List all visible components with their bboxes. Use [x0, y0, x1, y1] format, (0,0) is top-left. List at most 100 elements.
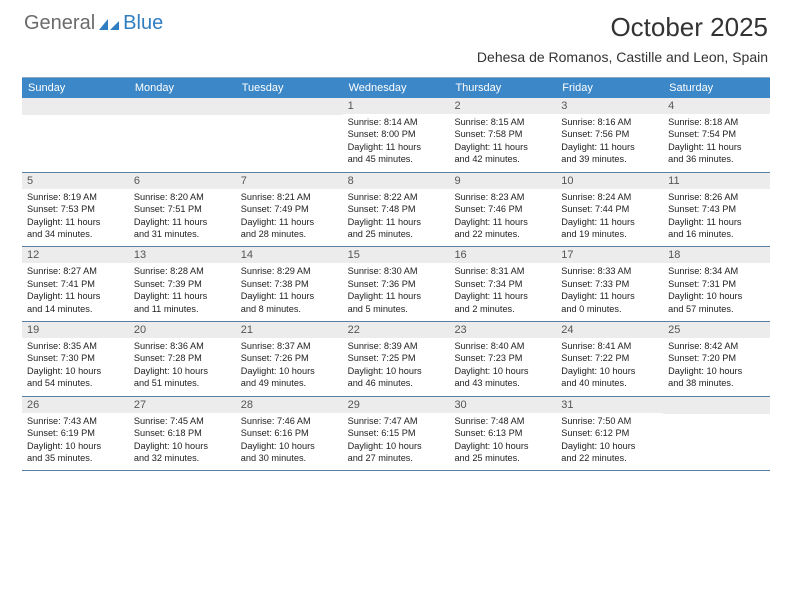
day-cell: 12Sunrise: 8:27 AMSunset: 7:41 PMDayligh…: [22, 247, 129, 321]
day-detail-line: and 16 minutes.: [668, 228, 765, 240]
day-cell: 19Sunrise: 8:35 AMSunset: 7:30 PMDayligh…: [22, 322, 129, 396]
day-detail-text: Sunrise: 8:21 AMSunset: 7:49 PMDaylight:…: [236, 191, 343, 241]
day-cell: 25Sunrise: 8:42 AMSunset: 7:20 PMDayligh…: [663, 322, 770, 396]
day-detail-line: and 32 minutes.: [134, 452, 231, 464]
day-detail-line: Sunrise: 8:39 AM: [348, 340, 445, 352]
day-cell: [236, 98, 343, 172]
day-detail-line: Daylight: 11 hours: [134, 290, 231, 302]
day-cell: 22 Sunrise: 8:39 AMSunset: 7:25 PMDayligh…: [343, 322, 450, 396]
day-detail-line: and 34 minutes.: [27, 228, 124, 240]
day-detail-line: Sunrise: 8:40 AM: [454, 340, 551, 352]
day-number: 27: [129, 397, 236, 413]
day-detail-line: Sunset: 7:22 PM: [561, 352, 658, 364]
day-detail-line: Sunrise: 7:48 AM: [454, 415, 551, 427]
day-detail-line: Sunset: 7:53 PM: [27, 203, 124, 215]
day-cell: 29Sunrise: 7:47 AMSunset: 6:15 PMDayligh…: [343, 397, 450, 471]
day-detail-line: and 45 minutes.: [348, 153, 445, 165]
day-detail-line: Sunrise: 8:16 AM: [561, 116, 658, 128]
day-detail-line: Daylight: 11 hours: [454, 290, 551, 302]
day-number: 23: [449, 322, 556, 338]
day-cell: 31Sunrise: 7:50 AMSunset: 6:12 PMDayligh…: [556, 397, 663, 471]
day-detail-line: Sunrise: 8:31 AM: [454, 265, 551, 277]
day-detail-line: and 22 minutes.: [561, 452, 658, 464]
day-detail-line: Daylight: 10 hours: [134, 365, 231, 377]
day-detail-line: Sunrise: 8:42 AM: [668, 340, 765, 352]
day-detail-text: Sunrise: 7:50 AMSunset: 6:12 PMDaylight:…: [556, 415, 663, 465]
location-text: Dehesa de Romanos, Castille and Leon, Sp…: [477, 49, 768, 65]
day-detail-text: Sunrise: 8:37 AMSunset: 7:26 PMDaylight:…: [236, 340, 343, 390]
day-detail-line: Daylight: 11 hours: [348, 290, 445, 302]
day-detail-line: Daylight: 11 hours: [454, 216, 551, 228]
day-detail-line: Sunrise: 8:20 AM: [134, 191, 231, 203]
day-number: 26: [22, 397, 129, 413]
day-number: 22: [343, 322, 450, 338]
day-cell: 1 Sunrise: 8:14 AMSunset: 8:00 PMDaylight…: [343, 98, 450, 172]
day-detail-line: Sunrise: 8:29 AM: [241, 265, 338, 277]
day-detail-line: Daylight: 10 hours: [561, 440, 658, 452]
day-header: Saturday: [663, 78, 770, 98]
day-number: 2: [449, 98, 556, 114]
day-detail-line: Daylight: 11 hours: [561, 141, 658, 153]
day-number: 11: [663, 173, 770, 189]
day-header: Wednesday: [343, 78, 450, 98]
day-detail-line: Sunset: 7:25 PM: [348, 352, 445, 364]
day-detail-line: Daylight: 10 hours: [454, 365, 551, 377]
day-cell: 11Sunrise: 8:26 AMSunset: 7:43 PMDayligh…: [663, 173, 770, 247]
day-detail-line: Sunrise: 8:23 AM: [454, 191, 551, 203]
day-detail-text: Sunrise: 8:28 AMSunset: 7:39 PMDaylight:…: [129, 265, 236, 315]
day-detail-line: Sunset: 7:30 PM: [27, 352, 124, 364]
day-detail-text: Sunrise: 8:39 AMSunset: 7:25 PMDaylight:…: [343, 340, 450, 390]
day-detail-line: Sunrise: 8:18 AM: [668, 116, 765, 128]
day-detail-text: Sunrise: 7:43 AMSunset: 6:19 PMDaylight:…: [22, 415, 129, 465]
day-detail-line: Daylight: 11 hours: [561, 290, 658, 302]
weeks-container: 1 Sunrise: 8:14 AMSunset: 8:00 PMDaylight…: [22, 98, 770, 471]
logo: General Blue: [24, 12, 163, 35]
day-detail-line: Daylight: 10 hours: [348, 365, 445, 377]
day-detail-line: Sunrise: 8:14 AM: [348, 116, 445, 128]
day-detail-line: Daylight: 11 hours: [27, 290, 124, 302]
day-number: 6: [129, 173, 236, 189]
day-cell: 13Sunrise: 8:28 AMSunset: 7:39 PMDayligh…: [129, 247, 236, 321]
day-cell: [663, 397, 770, 471]
day-cell: 26 Sunrise: 7:43 AMSunset: 6:19 PMDayligh…: [22, 397, 129, 471]
day-header: Sunday: [22, 78, 129, 98]
day-detail-line: and 35 minutes.: [27, 452, 124, 464]
day-number: 20: [129, 322, 236, 338]
day-detail-text: Sunrise: 8:20 AMSunset: 7:51 PMDaylight:…: [129, 191, 236, 241]
day-detail-line: Sunset: 6:19 PM: [27, 427, 124, 439]
day-detail-line: Sunrise: 7:46 AM: [241, 415, 338, 427]
day-detail-line: Sunset: 7:39 PM: [134, 278, 231, 290]
day-cell: 27 Sunrise: 7:45 AMSunset: 6:18 PMDayligh…: [129, 397, 236, 471]
day-detail-line: Sunset: 7:20 PM: [668, 352, 765, 364]
day-number: 7: [236, 173, 343, 189]
day-detail-line: Daylight: 10 hours: [561, 365, 658, 377]
day-number: 16: [449, 247, 556, 263]
day-detail-line: Sunrise: 8:21 AM: [241, 191, 338, 203]
day-detail-line: and 14 minutes.: [27, 303, 124, 315]
day-cell: 24Sunrise: 8:41 AMSunset: 7:22 PMDayligh…: [556, 322, 663, 396]
day-number: 29: [343, 397, 450, 413]
day-number: 1: [343, 98, 450, 114]
day-detail-line: Sunset: 7:56 PM: [561, 128, 658, 140]
day-detail-line: Daylight: 10 hours: [668, 290, 765, 302]
day-detail-line: and 8 minutes.: [241, 303, 338, 315]
day-number: 15: [343, 247, 450, 263]
day-header: Monday: [129, 78, 236, 98]
day-detail-text: Sunrise: 8:14 AMSunset: 8:00 PMDaylight:…: [343, 116, 450, 166]
day-detail-line: Sunset: 7:58 PM: [454, 128, 551, 140]
day-detail-line: Sunrise: 8:33 AM: [561, 265, 658, 277]
day-detail-line: Sunrise: 8:19 AM: [27, 191, 124, 203]
day-detail-line: Daylight: 11 hours: [134, 216, 231, 228]
day-detail-text: Sunrise: 7:45 AMSunset: 6:18 PMDaylight:…: [129, 415, 236, 465]
day-detail-line: Sunset: 7:44 PM: [561, 203, 658, 215]
day-number: 14: [236, 247, 343, 263]
day-detail-text: Sunrise: 8:24 AMSunset: 7:44 PMDaylight:…: [556, 191, 663, 241]
day-detail-text: Sunrise: 8:42 AMSunset: 7:20 PMDaylight:…: [663, 340, 770, 390]
day-detail-line: Daylight: 11 hours: [668, 216, 765, 228]
day-detail-line: Sunrise: 8:36 AM: [134, 340, 231, 352]
day-detail-line: Sunset: 7:49 PM: [241, 203, 338, 215]
day-detail-line: and 42 minutes.: [454, 153, 551, 165]
day-detail-line: Daylight: 11 hours: [241, 290, 338, 302]
day-detail-line: Sunset: 7:28 PM: [134, 352, 231, 364]
day-detail-line: Sunset: 7:43 PM: [668, 203, 765, 215]
